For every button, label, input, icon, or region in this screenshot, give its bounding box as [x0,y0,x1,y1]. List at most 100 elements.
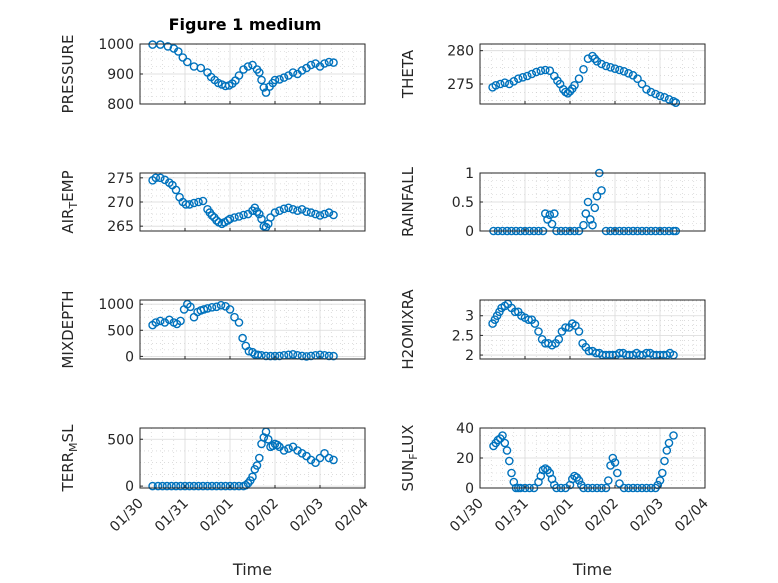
data-point [248,472,257,482]
data-point [527,69,537,79]
data-point [288,349,298,359]
data-point [624,69,633,78]
subplot-h2omixra: 2 2.5 3 H2OMIXRA [399,289,706,370]
data-point [259,433,269,442]
data-point [261,88,271,97]
data-point [230,481,239,491]
y-axis-label: RAINFALL [399,166,417,237]
data-point [524,315,533,325]
data-point [185,481,194,491]
data-point [637,79,647,89]
data-point [151,173,161,183]
data-point [329,210,338,220]
y-tick-label: 40 [456,421,474,437]
y-tick-label: 275 [447,77,474,93]
x-tick-label: 01/30 [447,496,487,536]
subplot-pressure: 800 900 1000 PRESSURE [59,35,366,114]
data-point [597,186,606,195]
data-point [590,54,600,64]
subplot-theta: 275 280 THETA [399,43,706,107]
data-point [610,458,620,467]
data-point [254,209,264,219]
y-tick-label: 270 [107,195,134,211]
data-point [155,40,165,49]
data-point [320,209,329,219]
data-point [230,312,239,322]
data-point [306,60,316,70]
y-tick-label: 1 [465,166,474,182]
y-tick-label: 280 [447,44,474,60]
data-point [225,214,235,224]
data-point [534,327,543,336]
data-point [284,444,293,453]
y-tick-label: 20 [456,451,474,467]
data-point [541,464,550,473]
data-point [176,481,185,491]
data-point [669,431,678,440]
data-point [173,47,183,56]
data-point [279,204,289,214]
data-point [293,206,302,215]
data-point [297,66,307,75]
y-tick-label: 0 [125,349,134,365]
data-point [275,206,284,215]
data-point [263,434,273,444]
data-point [320,448,329,458]
data-point [655,91,665,101]
data-point [590,203,600,213]
data-point [662,446,672,455]
y-tick-label: 3 [465,309,474,325]
data-point [504,79,514,89]
data-point [536,66,546,75]
data-point [189,481,199,491]
data-point [207,211,217,220]
data-point [311,458,320,468]
data-point [320,59,329,68]
data-point [311,209,320,219]
data-point [238,333,247,343]
data-point [198,196,208,206]
data-point [592,191,602,201]
y-tick-label: 0 [465,481,474,497]
y-axis-label: PRESSURE [59,35,77,114]
x-tick-label: 02/04 [672,495,712,535]
data-point [545,210,555,220]
data-point [324,208,334,217]
data-point [185,200,194,209]
data-point [266,213,275,222]
data-point [655,476,665,485]
data-point [329,351,338,361]
data-point [266,351,275,361]
data-point [302,352,311,361]
axes-frame [479,299,706,360]
data-point [507,468,516,478]
y-axis-label: THETA [399,49,417,99]
data-point [306,208,316,217]
data-point [270,351,280,361]
data-point [194,481,203,491]
data-point [186,302,195,312]
data-point [514,74,523,83]
data-point [579,65,588,74]
data-point [660,93,669,102]
y-tick-label: 275 [107,171,134,187]
data-point [592,57,602,66]
data-point [203,481,212,491]
x-tick-label: 01/30 [107,496,147,536]
subplot-sun-flux: 0 20 40 SUNFLUX 01/30 01/31 02/01 02/02 02/03 02/… [399,421,712,579]
y-tick-label: 265 [107,219,134,235]
y-axis-label: SUNFLUX [399,425,420,492]
subplot-air-temp: 265 270 275 AIRTEMP [59,170,366,235]
subplot-rainfall: 0 0.5 1 RAINFALL [399,166,706,240]
data-point [510,307,520,317]
data-point [162,481,172,491]
data-point [203,304,212,313]
data-point [491,81,501,90]
y-tick-label: 900 [107,67,134,83]
data-point [543,215,552,224]
data-point [579,220,588,230]
axes-frame [139,427,366,489]
data-point [610,64,620,73]
data-point [275,75,284,84]
x-tick-label: 02/03 [287,496,327,536]
